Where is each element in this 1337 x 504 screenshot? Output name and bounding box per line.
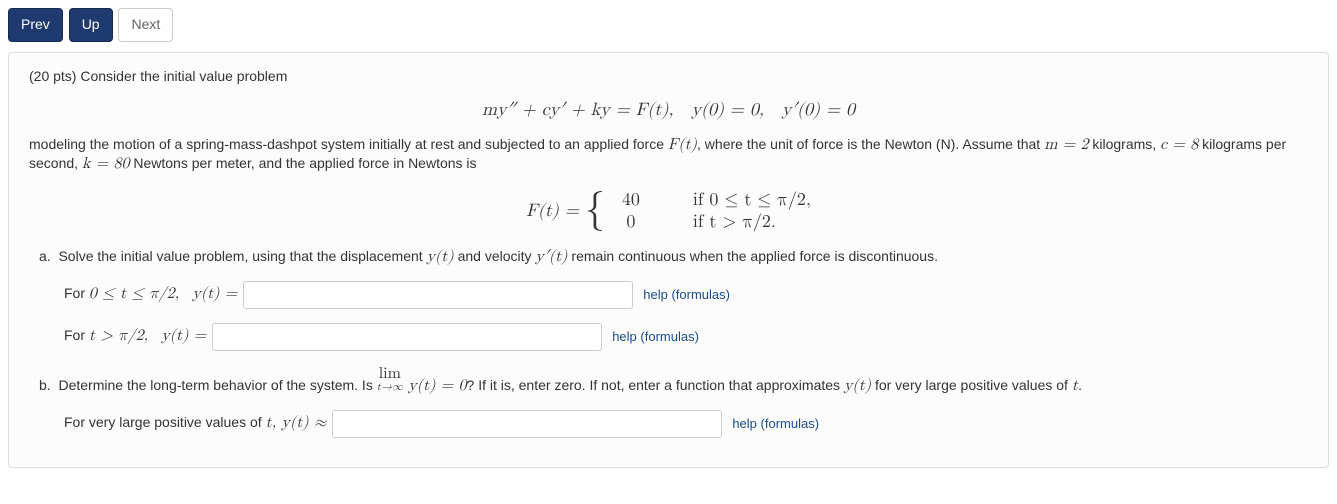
a2-pre: For	[64, 327, 89, 343]
piece2-cond: if t > π/2.	[693, 213, 776, 231]
help-link-b[interactable]: help (formulas)	[732, 416, 819, 431]
intro-text: Consider the initial value problem	[80, 68, 287, 84]
piece1-val: 40	[611, 189, 651, 211]
piece1-cond: if 0 ≤ t ≤ π/2,	[693, 191, 811, 209]
b-cond: , y(t) ≈	[272, 415, 327, 431]
input-row-a1: For 0 ≤ t ≤ π/2, y(t) = help (formulas)	[39, 281, 1308, 309]
piece2-val: 0	[611, 211, 651, 233]
F-of-t: F(t)	[668, 137, 697, 153]
t-var: t	[1072, 378, 1078, 394]
yprime-of-t: y′(t)	[535, 249, 567, 265]
lim-top: lim	[379, 366, 401, 382]
help-link-a2[interactable]: help (formulas)	[612, 329, 699, 344]
m-eq: m = 2	[1044, 137, 1088, 153]
m-unit: kilograms,	[1088, 136, 1160, 152]
part-a-text-3: remain continuous when the applied force…	[568, 248, 938, 264]
part-a-label: a.	[39, 248, 51, 264]
part-a-text-1: Solve the initial value problem, using t…	[58, 248, 426, 264]
lim-bot: t→∞	[377, 382, 403, 393]
answer-input-a1[interactable]	[243, 281, 633, 309]
part-b-text-2: ? If it is, enter zero. If not, enter a …	[467, 377, 844, 393]
part-b-label: b.	[39, 377, 51, 393]
part-b-text-1: Determine the long-term behavior of the …	[58, 377, 376, 393]
next-button[interactable]: Next	[118, 8, 173, 42]
part-b-text-3: for very large positive values of	[871, 377, 1072, 393]
nav-buttons: Prev Up Next	[8, 8, 1329, 42]
limit-expr: limt→∞	[377, 365, 403, 393]
problem-intro: (20 pts) Consider the initial value prob…	[29, 68, 1308, 84]
answer-input-b[interactable]	[332, 410, 722, 438]
c-eq: c = 8	[1160, 137, 1198, 153]
prev-button[interactable]: Prev	[8, 8, 63, 42]
k-unit: Newtons per meter, and the applied force…	[129, 155, 476, 171]
y-of-t-b: y(t)	[844, 378, 871, 394]
setup-text: modeling the motion of a spring-mass-das…	[29, 136, 1308, 174]
k-eq: k = 80	[82, 156, 130, 172]
a2-cond: t > π/2, y(t) =	[89, 328, 206, 344]
a1-pre: For	[64, 285, 89, 301]
part-a: a. Solve the initial value problem, usin…	[39, 248, 1308, 267]
lim-yt: y(t) = 0	[403, 378, 467, 394]
up-button[interactable]: Up	[69, 8, 113, 42]
help-link-a1[interactable]: help (formulas)	[643, 287, 730, 302]
setup-after: , where the unit of force is the Newton …	[697, 136, 1044, 152]
y-of-t-a: y(t)	[427, 249, 454, 265]
part-b: b. Determine the long-term behavior of t…	[39, 365, 1308, 396]
setup-before: modeling the motion of a spring-mass-das…	[29, 136, 668, 152]
Ft-label: F(t) =	[526, 200, 579, 222]
left-brace: {	[585, 189, 605, 229]
problem-panel: (20 pts) Consider the initial value prob…	[8, 52, 1329, 468]
b-pre: For very large positive values of	[64, 414, 266, 430]
a1-cond: 0 ≤ t ≤ π/2, y(t) =	[89, 286, 237, 302]
input-row-b: For very large positive values of t, y(t…	[39, 410, 1308, 438]
piecewise-equation: F(t) = { 40 if 0 ≤ t ≤ π/2, 0 if t > π/2…	[29, 189, 1308, 233]
points-label: (20 pts)	[29, 68, 76, 84]
part-a-text-2: and velocity	[454, 248, 536, 264]
answer-input-a2[interactable]	[212, 323, 602, 351]
input-row-a2: For t > π/2, y(t) = help (formulas)	[39, 323, 1308, 351]
main-equation: my″ + cy′ + ky = F(t), y(0) = 0, y′(0) =…	[29, 99, 1308, 121]
